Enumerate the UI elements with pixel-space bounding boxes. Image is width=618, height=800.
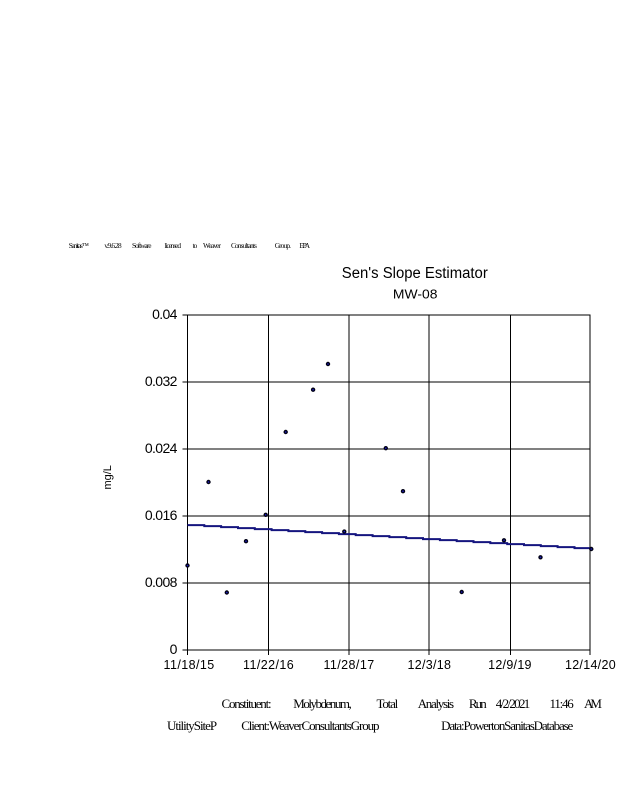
svg-text:0: 0: [170, 641, 178, 657]
svg-text:Client:WeaverConsultantsGroup: Client:WeaverConsultantsGroup: [241, 718, 379, 733]
svg-text:AM: AM: [584, 696, 602, 711]
svg-text:4/2/2021: 4/2/2021: [496, 696, 531, 711]
svg-text:Sen's Slope Estimator: Sen's Slope Estimator: [342, 265, 488, 282]
svg-text:0.024: 0.024: [145, 440, 178, 456]
svg-text:UtilitySiteP: UtilitySiteP: [167, 718, 217, 733]
svg-text:v.9.6.28: v.9.6.28: [104, 241, 122, 250]
svg-text:11/22/16: 11/22/16: [243, 658, 294, 672]
svg-text:0.016: 0.016: [145, 507, 178, 523]
svg-text:Run: Run: [469, 696, 487, 711]
svg-text:0.032: 0.032: [145, 373, 178, 389]
svg-text:Analysis: Analysis: [418, 696, 454, 711]
svg-text:mg/L: mg/L: [102, 465, 114, 489]
svg-text:11/28/17: 11/28/17: [323, 658, 374, 672]
svg-text:Consultants: Consultants: [231, 241, 257, 250]
svg-text:Software: Software: [132, 241, 152, 250]
svg-text:0.008: 0.008: [145, 574, 178, 590]
svg-text:12/9/19: 12/9/19: [488, 658, 531, 672]
svg-text:Total: Total: [377, 696, 399, 711]
svg-text:to: to: [193, 241, 198, 250]
svg-text:12/14/20: 12/14/20: [565, 658, 616, 672]
svg-text:11:46: 11:46: [550, 696, 575, 711]
svg-text:Molybdenum,: Molybdenum,: [293, 696, 351, 711]
svg-text:licensed: licensed: [165, 241, 182, 250]
svg-text:Weaver: Weaver: [203, 241, 222, 250]
svg-text:Constituent:: Constituent:: [222, 696, 272, 711]
svg-text:EPA: EPA: [299, 241, 310, 250]
svg-text:12/3/18: 12/3/18: [408, 658, 451, 672]
svg-text:11/18/15: 11/18/15: [164, 658, 215, 672]
svg-text:Data:PowertonSanitasDatabase: Data:PowertonSanitasDatabase: [441, 718, 573, 733]
svg-text:Sanitas™: Sanitas™: [69, 241, 89, 250]
svg-text:0.04: 0.04: [152, 306, 178, 322]
svg-text:MW-08: MW-08: [393, 287, 438, 302]
svg-text:Group.: Group.: [275, 241, 291, 250]
